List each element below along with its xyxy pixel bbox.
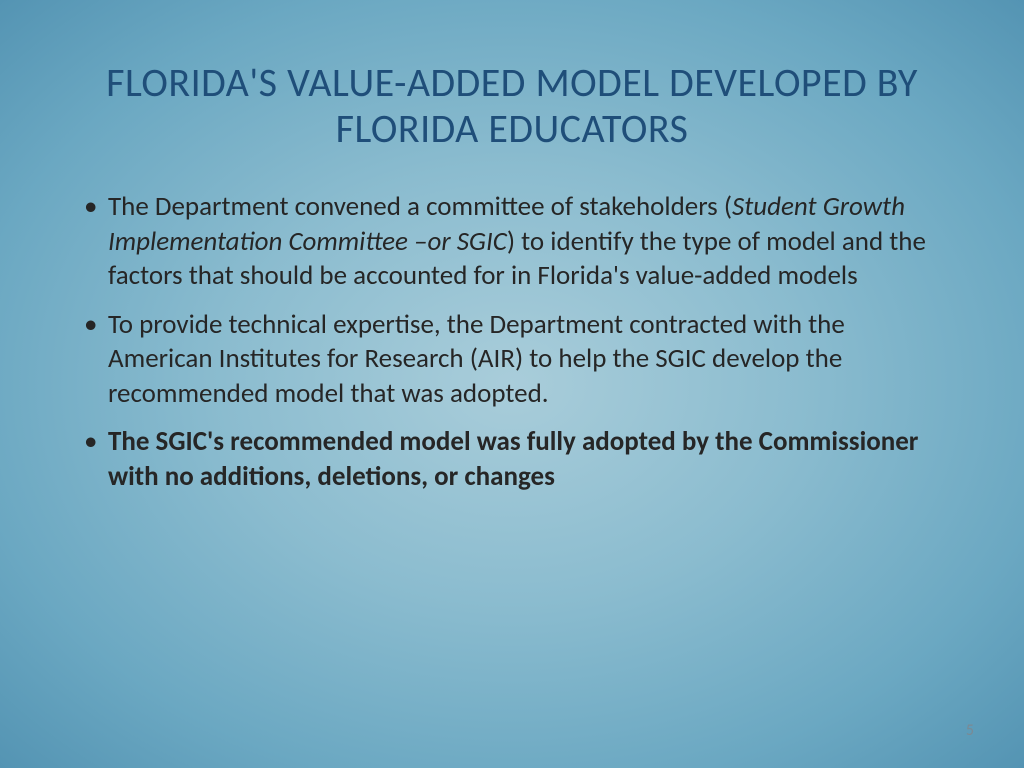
bullet-item-1: The Department convened a committee of s…	[80, 190, 954, 294]
bullet-item-3: The SGIC's recommended model was fully a…	[80, 425, 954, 494]
bullet-3-text: The SGIC's recommended model was fully a…	[108, 425, 918, 493]
slide-container: FLORIDA'S VALUE-ADDED MODEL DEVELOPED BY…	[0, 0, 1024, 768]
bullet-1-text-a: The Department convened a committee of s…	[108, 190, 732, 223]
bullet-2-text: To provide technical expertise, the Depa…	[108, 308, 845, 410]
page-number: 5	[966, 721, 974, 740]
slide-title: FLORIDA'S VALUE-ADDED MODEL DEVELOPED BY…	[70, 60, 954, 152]
bullet-item-2: To provide technical expertise, the Depa…	[80, 308, 954, 412]
bullet-list: The Department convened a committee of s…	[70, 190, 954, 494]
